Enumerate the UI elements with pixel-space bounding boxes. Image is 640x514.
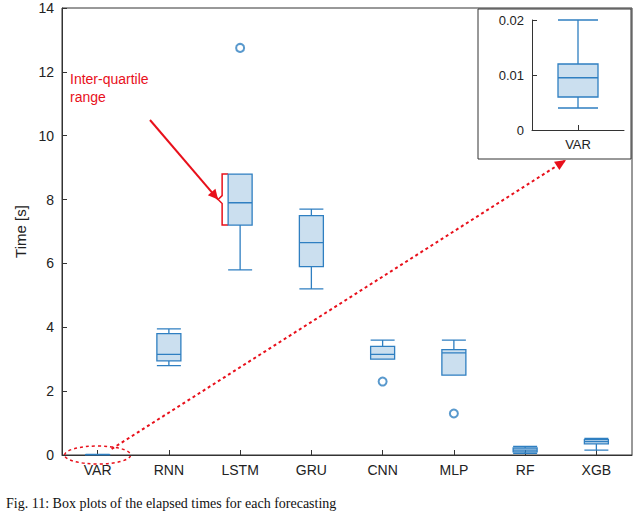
svg-text:MLP: MLP	[439, 462, 468, 478]
svg-text:0: 0	[517, 123, 524, 138]
svg-text:VAR: VAR	[565, 137, 591, 152]
svg-text:0.02: 0.02	[499, 13, 524, 28]
svg-text:4: 4	[46, 319, 54, 335]
svg-text:Fig. 11: Box plots of the elap: Fig. 11: Box plots of the elapsed times …	[6, 496, 336, 511]
svg-text:VAR: VAR	[84, 462, 112, 478]
svg-text:Inter-quartile: Inter-quartile	[70, 71, 152, 87]
svg-text:CNN: CNN	[367, 462, 397, 478]
svg-text:12: 12	[38, 64, 54, 80]
svg-text:0: 0	[46, 447, 54, 463]
svg-text:RNN: RNN	[154, 462, 184, 478]
svg-text:2: 2	[46, 383, 54, 399]
svg-text:XGB: XGB	[582, 462, 612, 478]
svg-text:Time [s]: Time [s]	[12, 205, 29, 258]
svg-text:10: 10	[38, 128, 54, 144]
svg-text:GRU: GRU	[296, 462, 327, 478]
svg-text:LSTM: LSTM	[221, 462, 258, 478]
svg-text:8: 8	[46, 192, 54, 208]
svg-text:0.01: 0.01	[499, 68, 524, 83]
svg-text:6: 6	[46, 255, 54, 271]
svg-text:14: 14	[38, 0, 54, 16]
svg-text:RF: RF	[516, 462, 535, 478]
svg-text:range: range	[70, 89, 106, 105]
